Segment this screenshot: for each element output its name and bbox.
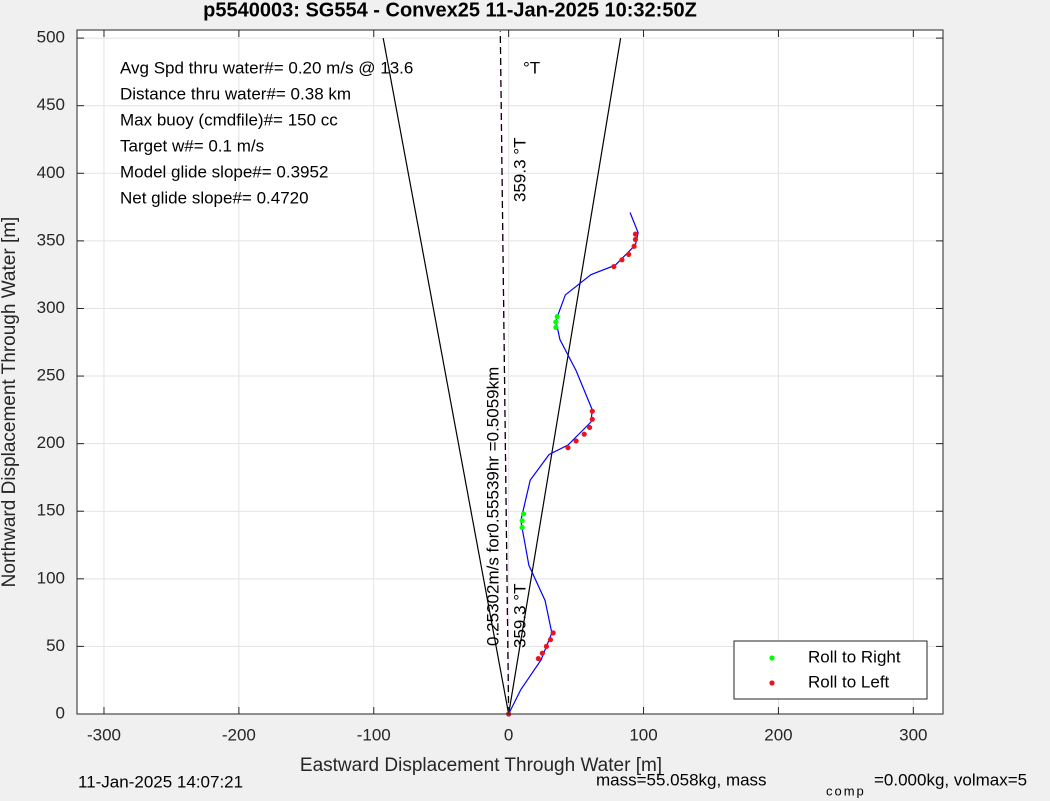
footer-subscript: comp [826,783,866,798]
legend-box [733,640,928,700]
annotation: Max buoy (cmdfile)#= 150 cc [120,110,338,129]
roll-marker [520,511,527,517]
line [508,38,622,715]
roll-marker [547,637,554,643]
x-tick-label: -200 [222,725,256,744]
x-tick-label: 300 [899,725,927,744]
roll-marker [626,251,632,257]
y-tick-label: 350 [37,230,65,249]
roll-marker [632,236,639,243]
roll-marker [632,231,639,237]
annotation: Net glide slope#= 0.4720 [120,188,309,207]
y-tick-label: 400 [37,163,65,182]
roll-marker [550,630,556,636]
legend-marker [769,680,775,686]
data-layer [382,31,639,717]
annotation: Model glide slope#= 0.3952 [120,162,328,181]
y-tick-label: 500 [37,28,65,47]
roll-marker [589,416,595,422]
footer-rest: =0.000kg, volmax=5 [874,770,1027,789]
x-axis-label: Eastward Displacement Through Water [m] [300,755,662,776]
heading-label: 359.3 °T [510,138,529,202]
roll-marker [553,324,559,330]
roll-marker [589,408,595,414]
roll-marker [535,655,541,662]
footer-mass: mass=55.058kg, mass [596,770,767,789]
roll-marker [581,431,587,437]
annotation: Distance thru water#= 0.38 km [120,84,351,103]
y-tick-label: 150 [37,501,65,520]
legend-label: Roll to Left [808,672,890,691]
y-tick-label: 50 [46,636,65,655]
roll-marker [519,524,525,531]
roll-marker [586,424,593,431]
roll-marker [539,650,545,656]
x-tick-label: 100 [629,725,657,744]
roll-marker [543,643,550,650]
annotation: °T [523,58,540,77]
y-tick-label: 0 [56,703,65,722]
annotation: Target w#= 0.1 m/s [120,136,264,155]
y-tick-label: 450 [37,95,65,114]
legend-marker [769,655,775,661]
annotation: Avg Spd thru water#= 0.20 m/s @ 13.6 [120,58,413,77]
line [382,38,510,715]
roll-marker [519,518,525,524]
y-tick-label: 250 [37,366,65,385]
roll-marker [553,319,559,325]
line [508,212,639,715]
roll-marker [611,263,617,270]
roll-marker [565,445,571,451]
footer-timestamp: 11-Jan-2025 14:07:21 [78,772,243,791]
roll-marker [554,313,560,320]
axes-box [76,29,944,715]
roll-marker [631,243,637,249]
x-tick-label: -100 [357,725,391,744]
line [499,31,510,715]
roll-marker [573,438,579,444]
y-axis-label: Northward Displacement Through Water [m] [0,217,20,588]
legend: Roll to Right Roll to Left [733,640,928,700]
speed-label: 0.25302m/s for0.55539hr =0.5059km [483,367,502,646]
roll-marker [619,257,625,263]
y-tick-label: 100 [37,568,65,587]
x-tick-label: -300 [87,725,121,744]
y-tick-label: 300 [37,298,65,317]
plot-area [77,30,943,714]
y-tick-label: 200 [37,433,65,452]
x-tick-label: 200 [764,725,792,744]
x-tick-label: 0 [504,725,513,744]
legend-label: Roll to Right [808,647,901,666]
heading-label: 359.3 °T [510,584,529,648]
ticks: -300 -200 -100 0 100 200 300 0 50 100 150 200 250 300… [37,28,943,744]
chart-title: p5540003: SG554 - Convex25 11-Jan-2025 1… [203,0,697,21]
